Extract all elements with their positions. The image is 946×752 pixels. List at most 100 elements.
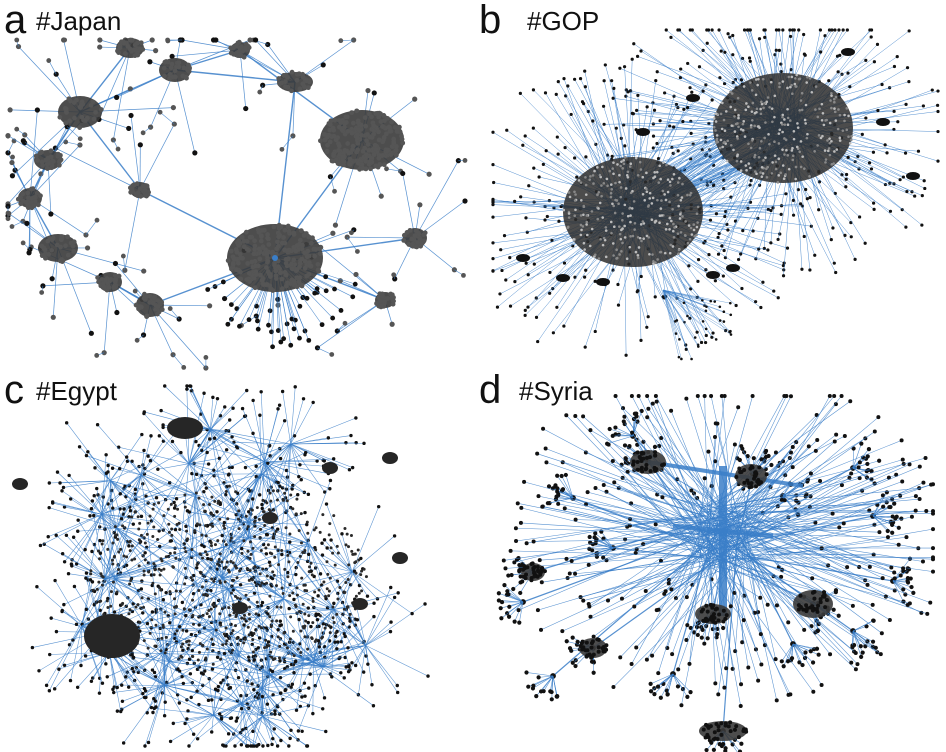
network-node [181,628,185,632]
network-node [49,276,55,282]
network-node [77,136,83,142]
network-node [550,238,554,243]
network-edge [103,281,111,353]
network-edge [313,661,341,674]
network-node [216,684,221,689]
network-node [765,176,769,179]
network-edge [291,664,324,668]
network-node [679,198,683,202]
network-edge [239,605,262,656]
network-node [120,683,124,687]
network-edge [113,47,131,140]
network-node [269,582,273,587]
network-node [830,94,833,97]
network-node [209,607,213,611]
network-node [395,690,400,695]
network-node [611,202,614,206]
network-edge [290,443,350,470]
network-node [34,190,40,196]
network-node [60,552,65,556]
network-edge [195,494,240,656]
network-node [293,385,297,389]
network-edge [234,715,263,747]
network-node [293,660,298,664]
network-node [213,543,217,547]
network-node [278,624,282,628]
network-node [220,607,224,611]
network-node [128,505,132,509]
network-node [9,224,15,229]
network-node [668,200,671,204]
network-node [250,682,254,686]
network-node [298,228,304,234]
network-edge [331,609,335,677]
network-node [774,167,778,171]
network-node [68,497,73,501]
network-node [278,675,283,680]
network-node [314,548,318,552]
network-node [243,45,248,51]
network-edge [36,586,83,627]
network-edge [317,299,386,349]
network-node [593,279,597,283]
network-node [149,519,154,523]
network-node [139,533,143,537]
network-node [798,108,802,112]
network-node [18,201,24,207]
network-node [276,407,280,411]
network-edge [115,579,229,589]
network-edge [116,502,149,529]
network-node [651,122,655,126]
network-node [722,178,726,182]
network-node [257,89,263,95]
network-node [838,53,842,57]
network-node [253,272,259,278]
network-node [353,271,359,278]
network-node [423,602,427,606]
network-edge [333,609,364,673]
network-node [296,560,300,564]
network-edge [110,468,120,481]
network-node [335,579,340,583]
network-edge [212,655,240,670]
network-node [713,279,717,283]
network-node [841,129,845,132]
network-node [329,546,333,550]
network-node [776,237,780,242]
network-node [371,90,377,96]
network-node [152,697,156,701]
network-node [646,315,650,319]
network-edge [214,629,259,687]
network-node [523,308,527,312]
network-node [159,408,163,413]
network-node [276,222,282,228]
network-edge [662,289,677,334]
network-node [50,314,56,320]
network-node [604,229,608,232]
network-node [760,102,764,106]
network-node [636,93,640,98]
network-node [388,629,393,634]
network-node [291,257,297,263]
network-node [525,230,529,234]
network-node [35,585,39,589]
network-edge [188,463,250,492]
network-node [297,237,303,243]
network-node [773,140,776,143]
network-edge [195,452,208,495]
network-node [795,145,799,149]
network-node [806,75,809,79]
network-edge [101,454,107,515]
network-node [783,123,787,126]
network-node [68,678,73,683]
network-node [124,455,129,459]
network-node [756,125,760,128]
network-edge [143,413,190,464]
network-edge [172,49,241,57]
network-edge [290,417,356,445]
network-node [256,229,262,235]
network-node [779,171,783,175]
network-node [140,596,144,600]
network-node [212,436,217,440]
network-edge [662,289,721,321]
